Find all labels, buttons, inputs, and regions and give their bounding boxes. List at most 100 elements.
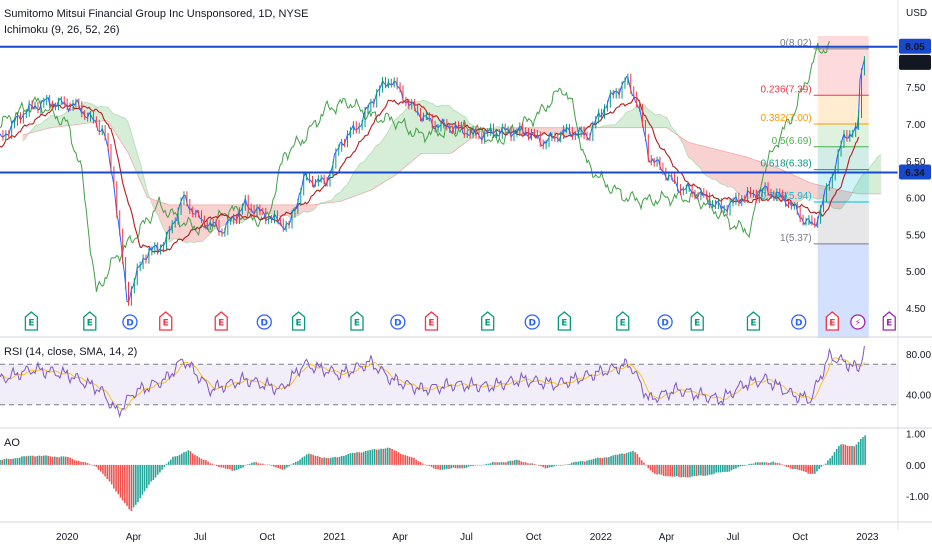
ao-bar (636, 454, 639, 465)
ao-bar (384, 448, 387, 465)
marker-shape (83, 311, 97, 331)
ao-bar (36, 456, 39, 465)
ao-bar (183, 452, 185, 465)
ao-bar (264, 464, 266, 466)
ao-bar (461, 464, 463, 469)
horizontal-lines: 8.05 6.34 8.02 (0, 38, 931, 180)
ao-bar (251, 462, 253, 465)
ao-bar (667, 464, 669, 477)
earnings-marker[interactable]: E (882, 311, 896, 331)
ao-tick-label: 0.00 (906, 461, 926, 472)
ao-bar (654, 464, 656, 474)
earnings-marker[interactable]: E (350, 311, 364, 331)
ao-bar (711, 464, 713, 475)
ao-bar (1, 459, 3, 465)
dividend-marker[interactable]: D (791, 314, 807, 330)
ao-bar (531, 463, 534, 465)
ao-bar (454, 464, 457, 469)
ao-bar (347, 453, 350, 465)
earnings-marker[interactable]: E (481, 311, 495, 331)
ao-bar (463, 464, 466, 469)
ao-bar (818, 464, 820, 469)
earnings-marker[interactable]: E (291, 311, 306, 331)
ao-bar (726, 464, 728, 472)
earnings-marker[interactable]: E (214, 311, 228, 331)
dividend-marker[interactable]: D (390, 314, 406, 330)
marker-label: E (620, 319, 626, 329)
ao-bar (700, 464, 702, 476)
ao-bar (334, 456, 336, 465)
dividend-marker[interactable]: D (256, 314, 272, 330)
earnings-marker[interactable]: E (159, 311, 173, 331)
ao-legend[interactable]: AO (4, 437, 20, 449)
ao-bar (202, 459, 205, 465)
ao-bar (121, 464, 124, 501)
dividend-marker[interactable]: D (524, 314, 540, 330)
ao-bar (796, 464, 799, 470)
earnings-marker[interactable]: E (24, 311, 39, 331)
ao-bar (835, 448, 838, 465)
ao-bar (351, 452, 354, 465)
fib-level-label: 0.5(6.69) (772, 136, 812, 147)
ao-bar (56, 457, 58, 465)
marker-label: E (428, 319, 434, 329)
marker-shape (690, 311, 704, 331)
earnings-marker[interactable]: E (746, 311, 761, 331)
marker-shape (350, 311, 364, 331)
ao-bar (478, 464, 481, 466)
ao-bar (824, 463, 827, 465)
ao-bar (242, 464, 244, 468)
marker-shape (524, 314, 540, 330)
ao-bar (380, 448, 382, 465)
earnings-marker[interactable]: E (83, 311, 97, 331)
ichimoku-legend[interactable]: Ichimoku (9, 26, 52, 26) (4, 24, 120, 36)
ao-bar (141, 464, 144, 495)
ao-bar (741, 464, 744, 467)
dividend-marker[interactable]: D (657, 314, 673, 330)
ao-bar (735, 464, 737, 469)
ao-bar (180, 453, 183, 465)
split-marker[interactable]: ⚡ (850, 314, 866, 330)
price-tick-label: 4.50 (906, 304, 926, 315)
ao-bar (358, 452, 360, 465)
ao-bar (724, 464, 726, 472)
ao-bar (27, 455, 30, 465)
earnings-marker[interactable]: E (424, 311, 439, 331)
ao-bar (566, 464, 569, 466)
ao-bar (827, 460, 829, 465)
ao-bar (18, 457, 21, 465)
ao-bar (597, 457, 599, 465)
ao-bar (673, 464, 676, 477)
ao-bar (717, 464, 720, 473)
ao-bar (862, 437, 864, 465)
ao-bar (702, 464, 704, 476)
ao-bar (115, 464, 117, 492)
time-tick-label: 2021 (323, 532, 346, 543)
ao-bar (513, 460, 516, 465)
rsi-line (0, 345, 865, 419)
ao-bar (93, 464, 95, 466)
ao-bar (354, 452, 356, 465)
ao-bar (410, 457, 413, 465)
ao-bar (110, 464, 113, 485)
ao-bar (23, 456, 25, 465)
earnings-marker[interactable]: E (690, 311, 704, 331)
cloud-bull-segment (852, 154, 882, 194)
ao-bar (730, 464, 733, 471)
rsi-tick-label: 40.00 (906, 391, 931, 402)
ao-bar (336, 457, 339, 465)
earnings-marker[interactable]: E (616, 311, 630, 331)
dividend-marker[interactable]: D (122, 314, 138, 330)
fib-level-label: 0(8.02) (780, 38, 812, 49)
ao-bar (579, 461, 582, 465)
marker-shape (122, 314, 138, 330)
ao-bar (640, 460, 643, 465)
ao-bar (257, 463, 260, 465)
ao-bar (452, 464, 455, 468)
price-tick-label: 6.00 (906, 194, 926, 205)
earnings-marker[interactable]: E (825, 311, 839, 331)
earnings-marker[interactable]: E (557, 311, 572, 331)
rsi-legend[interactable]: RSI (14, close, SMA, 14, 2) (4, 346, 138, 358)
